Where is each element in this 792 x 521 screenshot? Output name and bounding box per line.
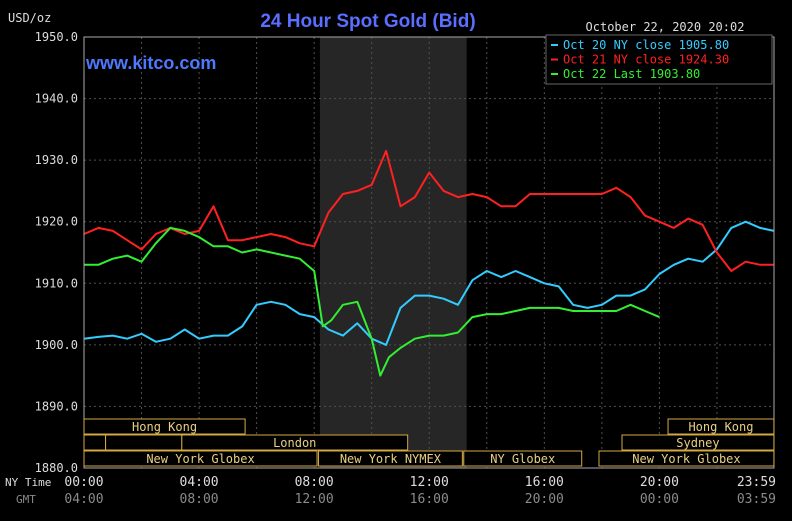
- x-axis-label-ny: NY Time: [5, 476, 51, 489]
- session-box: [83, 450, 318, 467]
- session-label: NY Globex: [490, 452, 555, 466]
- y-tick-label: 1950.0: [35, 30, 78, 44]
- x-tick-label-gmt: 03:59: [737, 492, 776, 507]
- y-unit-label: USD/oz: [8, 11, 51, 25]
- plot-border: [83, 36, 775, 469]
- x-tick-label-ny: 20:00: [640, 475, 679, 490]
- brand-watermark: www.kitco.com: [85, 53, 216, 73]
- session-label: Hong Kong: [132, 420, 197, 434]
- x-tick-label-gmt: 12:00: [295, 492, 334, 507]
- series-line-3: [84, 226, 660, 377]
- x-tick-label-ny: 04:00: [180, 475, 219, 490]
- session-label: Sydney: [676, 436, 719, 450]
- session-label: Hong Kong: [688, 420, 753, 434]
- y-tick-label: 1920.0: [35, 215, 78, 229]
- session-box: [83, 434, 107, 451]
- legend-entry: Oct 20 NY close 1905.80: [563, 38, 729, 52]
- x-tick-label-gmt: 04:00: [64, 492, 103, 507]
- x-tick-label-ny: 23:59: [737, 475, 776, 490]
- session-box: [105, 434, 183, 451]
- series-line-1: [83, 220, 775, 346]
- x-tick-label-gmt: 20:00: [525, 492, 564, 507]
- session-label: New York Globex: [146, 452, 254, 466]
- chart-title: 24 Hour Spot Gold (Bid): [260, 11, 475, 32]
- x-tick-label-gmt: 08:00: [180, 492, 219, 507]
- x-axis-label-gmt: GMT: [16, 493, 36, 506]
- shaded-session-area: [319, 37, 467, 468]
- session-label: London: [273, 436, 316, 450]
- y-tick-label: 1890.0: [35, 399, 78, 413]
- y-tick-label: 1940.0: [35, 92, 78, 106]
- session-label: New York Globex: [632, 452, 740, 466]
- x-tick-label-gmt: 16:00: [410, 492, 449, 507]
- x-tick-label-ny: 16:00: [525, 475, 564, 490]
- session-box: [181, 434, 409, 451]
- y-tick-label: 1930.0: [35, 153, 78, 167]
- session-box: [463, 450, 583, 467]
- y-tick-label: 1880.0: [35, 461, 78, 475]
- x-tick-label-ny: 08:00: [295, 475, 334, 490]
- x-tick-label-gmt: 00:00: [640, 492, 679, 507]
- y-tick-label: 1900.0: [35, 338, 78, 352]
- session-label: New York NYMEX: [340, 452, 442, 466]
- legend-entry: Oct 21 NY close 1924.30: [563, 53, 729, 67]
- series-line-2: [83, 149, 774, 272]
- legend-entry: Oct 22 Last 1903.80: [563, 67, 700, 81]
- session-box: [621, 434, 775, 451]
- y-tick-label: 1910.0: [35, 276, 78, 290]
- session-box: [83, 418, 246, 435]
- session-box: [317, 450, 463, 467]
- x-tick-label-ny: 12:00: [410, 475, 449, 490]
- session-box: [598, 450, 775, 467]
- session-box: [667, 418, 775, 435]
- legend-box: [545, 34, 773, 85]
- timestamp: October 22, 2020 20:02: [586, 20, 745, 34]
- x-tick-label-ny: 00:00: [64, 475, 103, 490]
